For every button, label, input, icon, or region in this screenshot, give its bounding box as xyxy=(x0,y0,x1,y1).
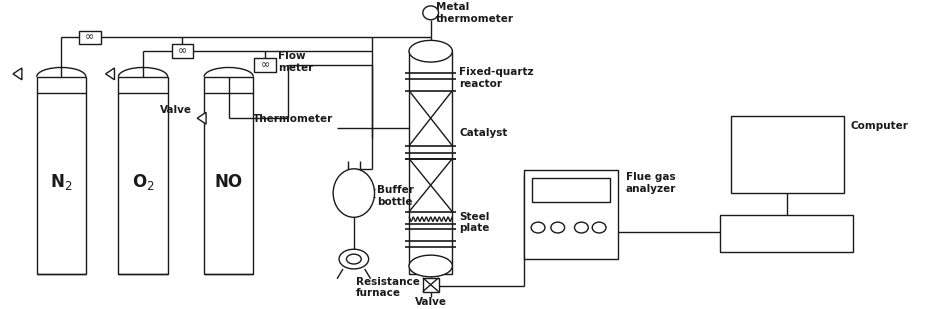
Ellipse shape xyxy=(532,222,545,233)
Bar xyxy=(524,171,618,259)
Text: ∞: ∞ xyxy=(261,60,270,70)
Text: Flow
meter: Flow meter xyxy=(278,51,313,73)
Text: Resistance
furnace: Resistance furnace xyxy=(356,277,419,298)
Polygon shape xyxy=(106,68,114,80)
Ellipse shape xyxy=(346,254,361,264)
Ellipse shape xyxy=(409,40,453,62)
Text: Thermometer: Thermometer xyxy=(253,114,333,124)
Bar xyxy=(79,31,101,44)
Text: Catalyst: Catalyst xyxy=(459,128,508,138)
Bar xyxy=(720,215,853,252)
Bar xyxy=(204,77,253,274)
Text: Valve: Valve xyxy=(161,105,192,115)
Polygon shape xyxy=(197,112,206,124)
Text: Steel
plate: Steel plate xyxy=(459,212,490,233)
Text: N$_2$: N$_2$ xyxy=(50,172,72,192)
Bar xyxy=(171,44,193,58)
Text: Metal
thermometer: Metal thermometer xyxy=(436,2,514,23)
Text: O$_2$: O$_2$ xyxy=(132,172,154,192)
Ellipse shape xyxy=(333,169,375,217)
Bar xyxy=(731,116,844,193)
Text: Fixed-quartz
reactor: Fixed-quartz reactor xyxy=(459,67,534,89)
Text: ∞: ∞ xyxy=(178,46,187,56)
Text: NO: NO xyxy=(215,173,243,191)
Text: Valve: Valve xyxy=(415,298,447,307)
Ellipse shape xyxy=(592,222,606,233)
Polygon shape xyxy=(13,68,22,80)
Ellipse shape xyxy=(340,249,369,269)
Ellipse shape xyxy=(574,222,589,233)
Bar xyxy=(533,178,610,202)
Bar xyxy=(423,278,438,292)
Text: Computer: Computer xyxy=(850,121,908,131)
Text: ∞: ∞ xyxy=(86,32,94,42)
Ellipse shape xyxy=(423,6,438,20)
Text: Flue gas
analyzer: Flue gas analyzer xyxy=(626,172,676,194)
Bar xyxy=(409,51,453,274)
Bar xyxy=(37,77,86,274)
Bar xyxy=(119,77,167,274)
Ellipse shape xyxy=(409,255,453,277)
Bar xyxy=(254,58,276,72)
Ellipse shape xyxy=(551,222,565,233)
Text: Buffer
bottle: Buffer bottle xyxy=(378,185,415,207)
